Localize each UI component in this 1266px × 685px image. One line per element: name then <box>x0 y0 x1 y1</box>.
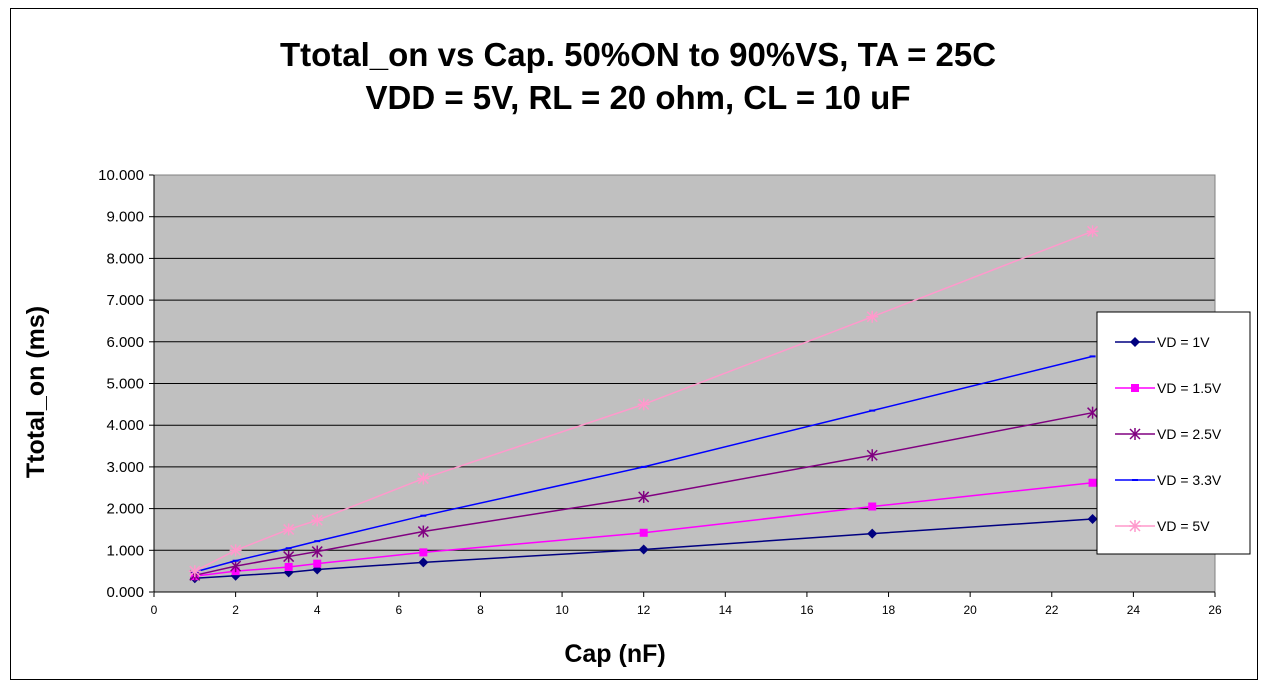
x-tick-label: 24 <box>1127 603 1141 617</box>
chart-subtitle: VDD = 5V, RL = 20 ohm, CL = 10 uF <box>365 79 910 116</box>
x-tick-label: 0 <box>151 603 158 617</box>
data-point <box>868 502 877 511</box>
series-layer <box>188 225 1099 584</box>
data-point <box>229 544 242 557</box>
series-line <box>194 230 1093 572</box>
legend-label: VD = 2.5V <box>1157 426 1222 442</box>
legend-entry-3: VD = 3.3V <box>1115 472 1222 488</box>
y-tick-label: 7.000 <box>106 292 144 309</box>
y-tick-label: 2.000 <box>106 501 144 518</box>
data-point <box>637 398 650 411</box>
x-tick-label: 20 <box>963 603 977 617</box>
series-line <box>194 411 1093 577</box>
x-tick-label: 18 <box>882 603 896 617</box>
data-point <box>311 514 324 527</box>
x-tick-label: 12 <box>637 603 651 617</box>
y-tick-label: 9.000 <box>106 209 144 226</box>
y-tick-label: 5.000 <box>106 376 144 393</box>
chart-title: Ttotal_on vs Cap. 50%ON to 90%VS, TA = 2… <box>280 36 996 73</box>
x-tick-label: 6 <box>396 603 403 617</box>
series-line <box>194 355 1093 573</box>
legend-entry-4: VD = 5V <box>1115 518 1210 534</box>
x-tick-label: 4 <box>314 603 321 617</box>
data-point <box>638 544 649 555</box>
series-0 <box>189 514 1098 584</box>
legend-box <box>1096 311 1251 555</box>
axes: 0.000 1.000 2.000 3.000 4.000 5.000 6.000 7.000… <box>98 167 1222 617</box>
x-axis-title: Cap (nF) <box>564 640 665 668</box>
x-tick-label: 8 <box>477 603 484 617</box>
y-tick-label: 6.000 <box>106 334 144 351</box>
x-tick-label: 16 <box>800 603 814 617</box>
series-4 <box>188 225 1099 578</box>
y-tick-label: 8.000 <box>106 250 144 267</box>
data-point <box>866 310 879 323</box>
data-point <box>417 525 429 538</box>
data-point <box>638 490 650 503</box>
y-tick-label: 4.000 <box>106 417 144 434</box>
y-axis-title: Ttotal_on (ms) <box>22 306 50 478</box>
data-point <box>417 472 430 485</box>
data-point <box>866 449 878 462</box>
data-point <box>1087 406 1099 419</box>
data-point <box>313 559 322 568</box>
x-tick-label: 2 <box>232 603 239 617</box>
legend-entry-1: VD = 1.5V <box>1115 380 1222 396</box>
legend-marker <box>1129 428 1141 440</box>
legend-label: VD = 1V <box>1157 334 1210 350</box>
x-tick-label: 22 <box>1045 603 1059 617</box>
data-point <box>311 545 323 558</box>
x-tick-label: 26 <box>1208 603 1222 617</box>
legend-label: VD = 3.3V <box>1157 472 1222 488</box>
y-tick-label: 3.000 <box>106 459 144 476</box>
x-tick-label: 10 <box>555 603 569 617</box>
data-point <box>282 523 295 536</box>
legend-marker <box>1129 520 1141 532</box>
data-point <box>1087 514 1098 525</box>
y-tick-label: 0.000 <box>106 584 144 601</box>
legend-label: VD = 1.5V <box>1157 380 1222 396</box>
data-point <box>418 557 429 568</box>
y-tick-label: 1.000 <box>106 542 144 559</box>
data-point <box>639 528 648 537</box>
series-line <box>194 518 1093 579</box>
data-point <box>867 528 878 539</box>
legend-label: VD = 5V <box>1157 518 1210 534</box>
data-point <box>188 565 201 578</box>
data-point <box>419 548 428 557</box>
legend-marker <box>1130 337 1140 347</box>
legend-entry-0: VD = 1V <box>1115 334 1210 350</box>
data-point <box>1088 478 1097 487</box>
data-point <box>283 550 295 563</box>
series-line <box>194 482 1093 577</box>
data-point <box>230 560 242 573</box>
data-point <box>1086 225 1099 238</box>
legend: VD = 1V VD = 1.5V VD = 2.5V VD = 3.3V VD = 5… <box>1096 311 1251 555</box>
y-tick-label: 10.000 <box>98 167 144 184</box>
data-point <box>284 562 293 571</box>
legend-entry-2: VD = 2.5V <box>1115 426 1222 442</box>
legend-marker <box>1131 384 1139 392</box>
x-tick-label: 14 <box>719 603 733 617</box>
